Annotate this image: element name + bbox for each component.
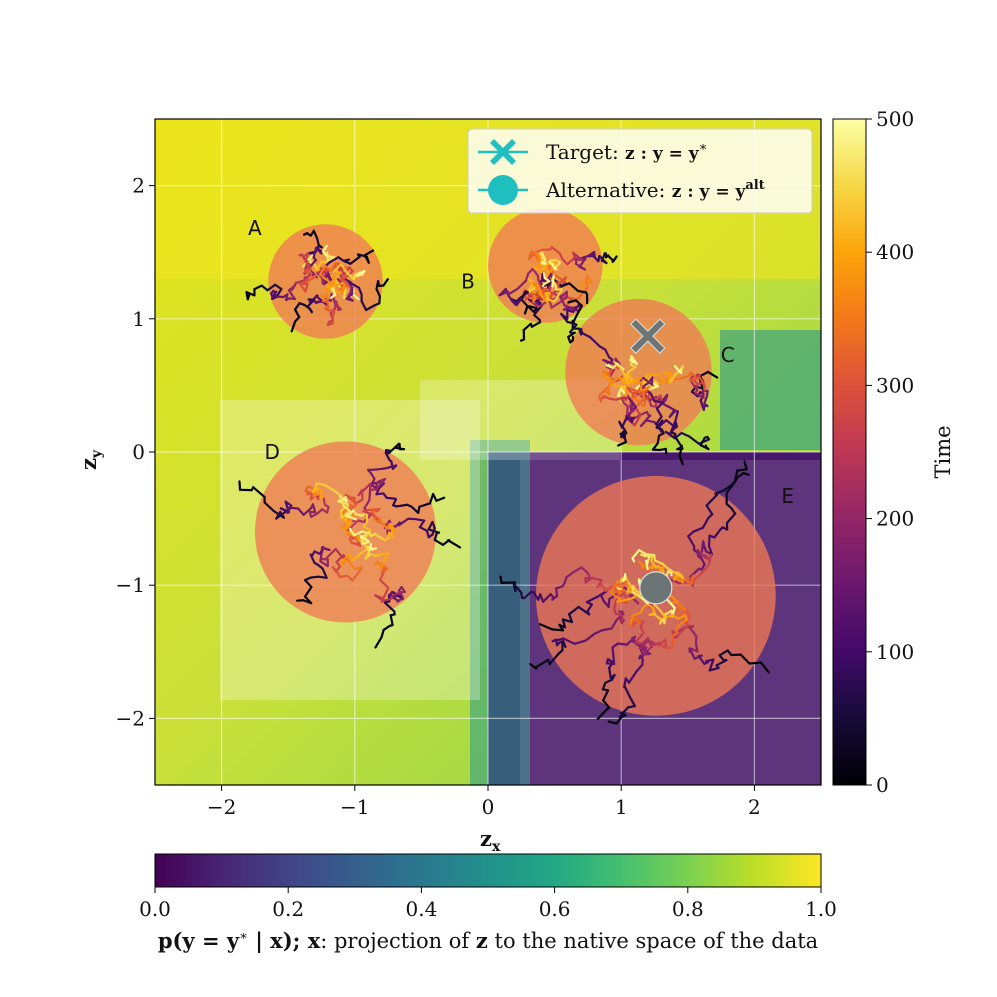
region-labels: A B C D E [248,216,794,508]
trajectory-b-3 [528,246,618,272]
x-tick-label: 2 [748,795,761,819]
legend-box [467,128,813,214]
probability-tick-label: 0.4 [405,897,437,921]
time-colorbar: 0 100 200 300 400 500 Time [832,107,955,797]
trajectory-c-5 [605,361,668,455]
y-ticks: −2 −1 0 1 2 [116,174,155,730]
legend-target-entry: Target: z : y = y∗ [478,139,708,165]
trajectory-a-4 [332,263,389,312]
trajectory-d-1 [337,477,446,529]
region-label-d: D [265,440,280,464]
y-tick-label: 0 [132,440,145,464]
x-tick-label: −1 [340,795,369,819]
trajectory-d-4 [364,542,406,649]
circle-marker-icon [488,175,518,205]
x-marker-icon [490,139,516,165]
legend-alternative-entry: Alternative: z : y = yalt [478,175,765,205]
x-ticks: −2 −1 0 1 2 [207,785,761,819]
trajectory-e-5 [596,598,676,721]
trajectory-c-1 [663,364,719,412]
x-tick-label: −2 [207,795,236,819]
probability-tick-label: 0.8 [672,897,704,921]
probability-colorbar-label: p(y = y∗ | x); x: projection of z to the… [158,928,818,953]
trajectory-c-4 [598,355,638,447]
trajectories [238,229,770,725]
time-colorbar-label: Time [931,425,955,478]
time-tick-label: 0 [876,773,889,797]
probability-tick-label: 1.0 [805,897,837,921]
region-label-b: B [461,270,475,294]
y-tick-label: −1 [116,573,145,597]
alternative-marker [639,571,673,605]
trajectory-d-3 [238,480,358,521]
time-tick-label: 300 [876,373,914,397]
region-label-e: E [781,484,794,508]
svg-text:Alternative: z : y = yalt: Alternative: z : y = yalt [545,178,765,202]
trajectory-e-7 [607,578,688,725]
x-axis-label: zx [480,826,501,855]
time-tick-label: 200 [876,507,914,531]
y-axis-label: zy [76,449,105,470]
y-tick-label: 2 [132,174,145,198]
y-tick-label: 1 [132,307,145,331]
target-marker [630,318,666,354]
trajectory-d-5 [348,507,462,549]
trajectory-d-2 [296,533,370,605]
y-tick-label: −2 [116,706,145,730]
region-circle-c [565,298,712,446]
svg-text:Target: z : y = y∗: Target: z : y = y∗ [546,140,708,164]
x-tick-label: 1 [615,795,628,819]
probability-tick-label: 0.0 [139,897,171,921]
region-label-a: A [248,216,262,240]
probability-colorbar: 0.0 0.2 0.4 0.6 0.8 1.0 p(y = y∗ | x); x: pro… [139,853,837,953]
markers [630,318,673,605]
region-label-c: C [721,343,735,367]
trajectory-b-4 [531,274,582,344]
trajectory-e-2 [631,460,748,586]
probability-tick-label: 0.2 [272,897,304,921]
time-tick-label: 400 [876,240,914,264]
time-tick-label: 100 [876,640,914,664]
legend: Target: z : y = y∗ Alternative: z : y = … [467,128,813,214]
probability-tick-label: 0.6 [539,897,571,921]
time-tick-label: 500 [876,107,914,131]
x-tick-label: 0 [482,795,495,819]
trajectory-e-4 [499,566,635,603]
